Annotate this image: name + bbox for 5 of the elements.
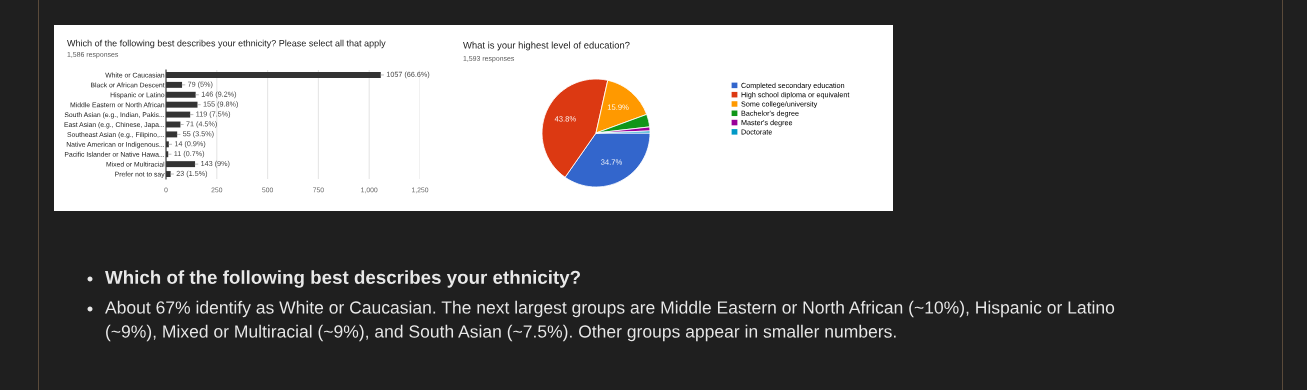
text: (~9%), Mixed or Multiracial (~9%), and South Asian (~7.5%). Other groups appear in smaller numbers.: [106, 324, 896, 342]
text: Which of the following best describes your ethnicity?: [105, 270, 580, 288]
chart-title: Which of the following best describes your ethnicity? Please select all that apply: [67, 39, 386, 49]
text: About 67% identify as White or Caucasian. The next largest groups are Middle Eastern or North African (~10%), Hispanic or Latino: [105, 300, 1115, 318]
chart-title: What is your highest level of education?: [463, 41, 630, 51]
